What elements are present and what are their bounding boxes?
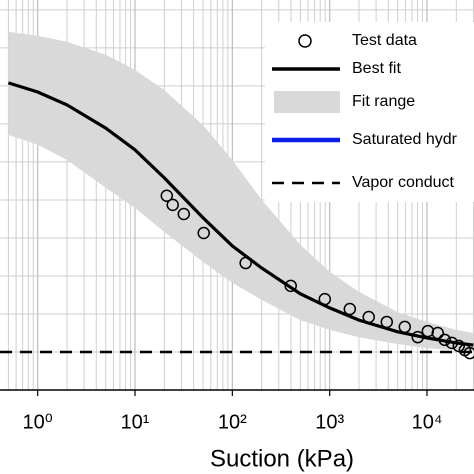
test-data-point [239, 256, 252, 270]
x-tick-label: 10³ [315, 411, 344, 433]
test-data-point [362, 310, 375, 324]
x-tick-label: 10¹ [121, 411, 150, 433]
legend-label: Fit range [352, 93, 415, 110]
legend-label: Vapor conduct [352, 174, 455, 191]
legend-label: Saturated hydr [352, 131, 458, 148]
x-tick-label: 10⁰ [23, 411, 53, 433]
test-data-point [452, 339, 466, 353]
test-data-point [438, 333, 451, 347]
test-data-point [445, 336, 459, 350]
test-data-point [166, 198, 179, 212]
legend-marker [298, 34, 312, 48]
test-data-point [284, 279, 297, 293]
test-data-point [160, 189, 174, 203]
test-data-point [398, 320, 412, 334]
test-data-point [318, 292, 332, 306]
x-axis-label: Suction (kPa) [210, 445, 354, 472]
test-data-point [177, 207, 191, 221]
test-data-point [411, 330, 425, 344]
legend: Test data Best fit Fit range Saturated hydr… [265, 22, 474, 202]
x-tick-label: 10² [218, 411, 247, 433]
test-data-point [431, 326, 445, 340]
legend-label: Test data [352, 32, 417, 49]
test-data-point [380, 315, 394, 329]
test-data-point [343, 302, 357, 316]
test-data-point [197, 226, 210, 240]
test-data-point [463, 346, 474, 360]
legend-label: Best fit [352, 60, 401, 77]
fit-range-band [8, 31, 474, 351]
legend-marker [274, 91, 340, 113]
x-tick-label: 10⁴ [412, 411, 443, 433]
